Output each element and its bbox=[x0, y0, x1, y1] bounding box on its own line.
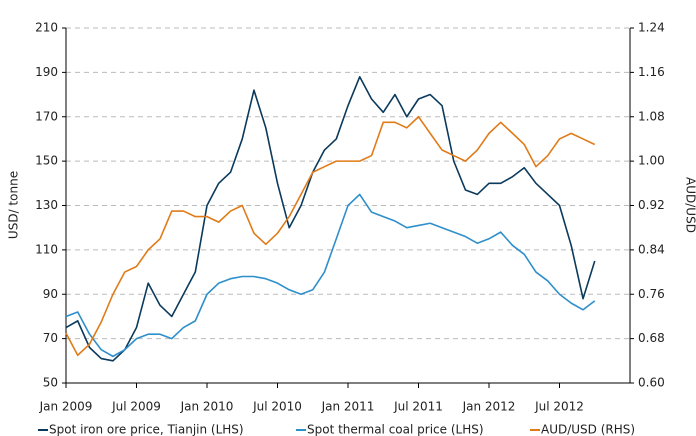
x-tick-label: Jan 2010 bbox=[180, 400, 234, 414]
legend-label: Spot thermal coal price (LHS) bbox=[307, 423, 484, 436]
y-tick-label: 110 bbox=[35, 242, 58, 256]
x-tick-label: Jul 2010 bbox=[252, 400, 302, 414]
y2-tick-label: 0.68 bbox=[638, 331, 665, 345]
y2-tick-label: 1.16 bbox=[638, 65, 665, 79]
y-tick-label: 190 bbox=[35, 65, 58, 79]
y2-tick-label: 0.92 bbox=[638, 198, 665, 212]
series-line bbox=[65, 193, 596, 358]
y-tick-label: 170 bbox=[35, 109, 58, 123]
y2-tick-label: 1.00 bbox=[638, 154, 665, 168]
x-tick-label: Jan 2009 bbox=[39, 400, 93, 414]
x-tick-label: Jul 2012 bbox=[534, 400, 584, 414]
y-tick-label: 210 bbox=[35, 21, 58, 35]
y-tick-label: 90 bbox=[43, 287, 58, 301]
series-line bbox=[65, 115, 596, 357]
series-line bbox=[65, 76, 596, 362]
y2-tick-label: 0.84 bbox=[638, 242, 665, 256]
y2-tick-label: 1.08 bbox=[638, 109, 665, 123]
y2-tick-label: 1.24 bbox=[638, 21, 665, 35]
legend-label: AUD/USD (RHS) bbox=[541, 423, 635, 436]
legend-label: Spot iron ore price, Tianjin (LHS) bbox=[49, 423, 244, 436]
y-tick-label: 70 bbox=[43, 331, 58, 345]
y-tick-label: 50 bbox=[43, 376, 58, 390]
y-axis-label: USD/ tonne bbox=[7, 171, 21, 239]
y2-tick-label: 0.60 bbox=[638, 376, 665, 390]
x-tick-label: Jul 2011 bbox=[393, 400, 443, 414]
y2-axis-label: AUD/USD bbox=[684, 177, 696, 233]
y-tick-label: 130 bbox=[35, 198, 58, 212]
x-tick-label: Jan 2012 bbox=[462, 400, 516, 414]
y-tick-label: 150 bbox=[35, 154, 58, 168]
y2-tick-label: 0.76 bbox=[638, 287, 665, 301]
x-tick-label: Jan 2011 bbox=[321, 400, 375, 414]
x-tick-label: Jul 2009 bbox=[111, 400, 161, 414]
